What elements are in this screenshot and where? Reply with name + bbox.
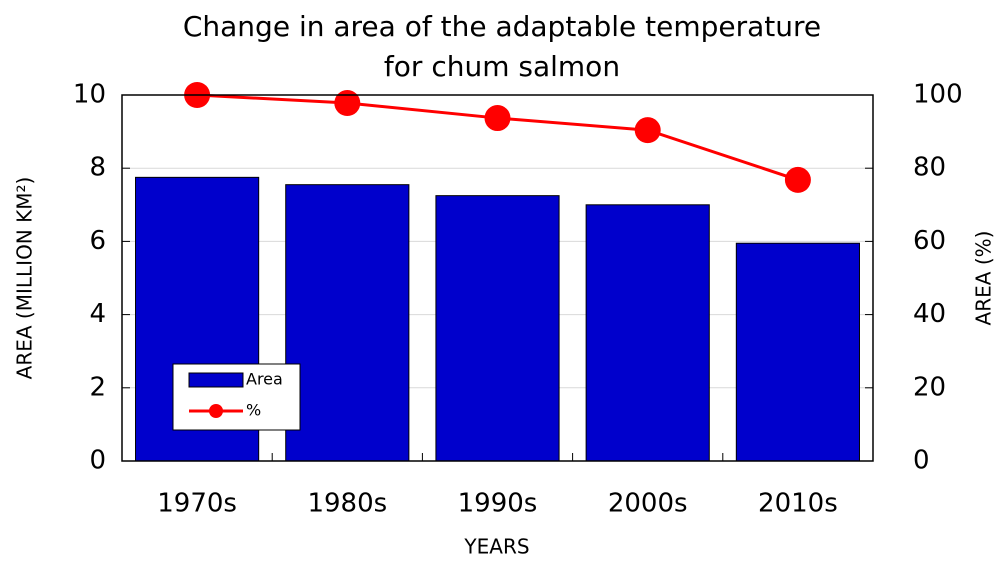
legend-label: Area (246, 370, 283, 389)
y-tick-label: 8 (89, 153, 106, 183)
y2-tick-label: 40 (913, 299, 946, 329)
plot-frame (121, 94, 874, 462)
y-tick-label: 2 (89, 372, 106, 402)
chart-title: Change in area of the adaptable temperat… (183, 10, 821, 43)
x-tick-label: 1980s (307, 489, 387, 519)
y-tick-label: 4 (89, 299, 106, 329)
legend-swatch (209, 404, 223, 418)
y-axis-label: AREA (MILLION KM²) (13, 177, 37, 380)
y2-tick-label: 60 (913, 226, 946, 256)
y2-axis-label: AREA (%) (972, 231, 996, 326)
x-axis-label: YEARS (463, 535, 529, 559)
chart-title: for chum salmon (384, 50, 620, 83)
bar (285, 184, 410, 462)
marker (484, 105, 511, 132)
marker (334, 90, 361, 117)
x-tick-label: 1970s (157, 489, 237, 519)
x-tick-label: 2010s (758, 489, 838, 519)
bar (435, 195, 560, 462)
legend-label: % (246, 401, 261, 420)
legend: Area% (172, 363, 301, 431)
x-tick-label: 2000s (608, 489, 688, 519)
y-tick-label: 10 (73, 80, 106, 110)
y-tick-label: 0 (89, 446, 106, 476)
y2-tick-label: 80 (913, 153, 946, 183)
x-tick-label: 1990s (458, 489, 538, 519)
bar (585, 204, 710, 462)
y2-tick-label: 100 (913, 80, 963, 110)
marker (634, 117, 661, 144)
marker (784, 166, 811, 193)
y2-tick-label: 20 (913, 372, 946, 402)
bar (735, 242, 860, 462)
y2-tick-label: 0 (913, 446, 930, 476)
y-tick-label: 6 (89, 226, 106, 256)
legend-swatch (188, 372, 244, 388)
